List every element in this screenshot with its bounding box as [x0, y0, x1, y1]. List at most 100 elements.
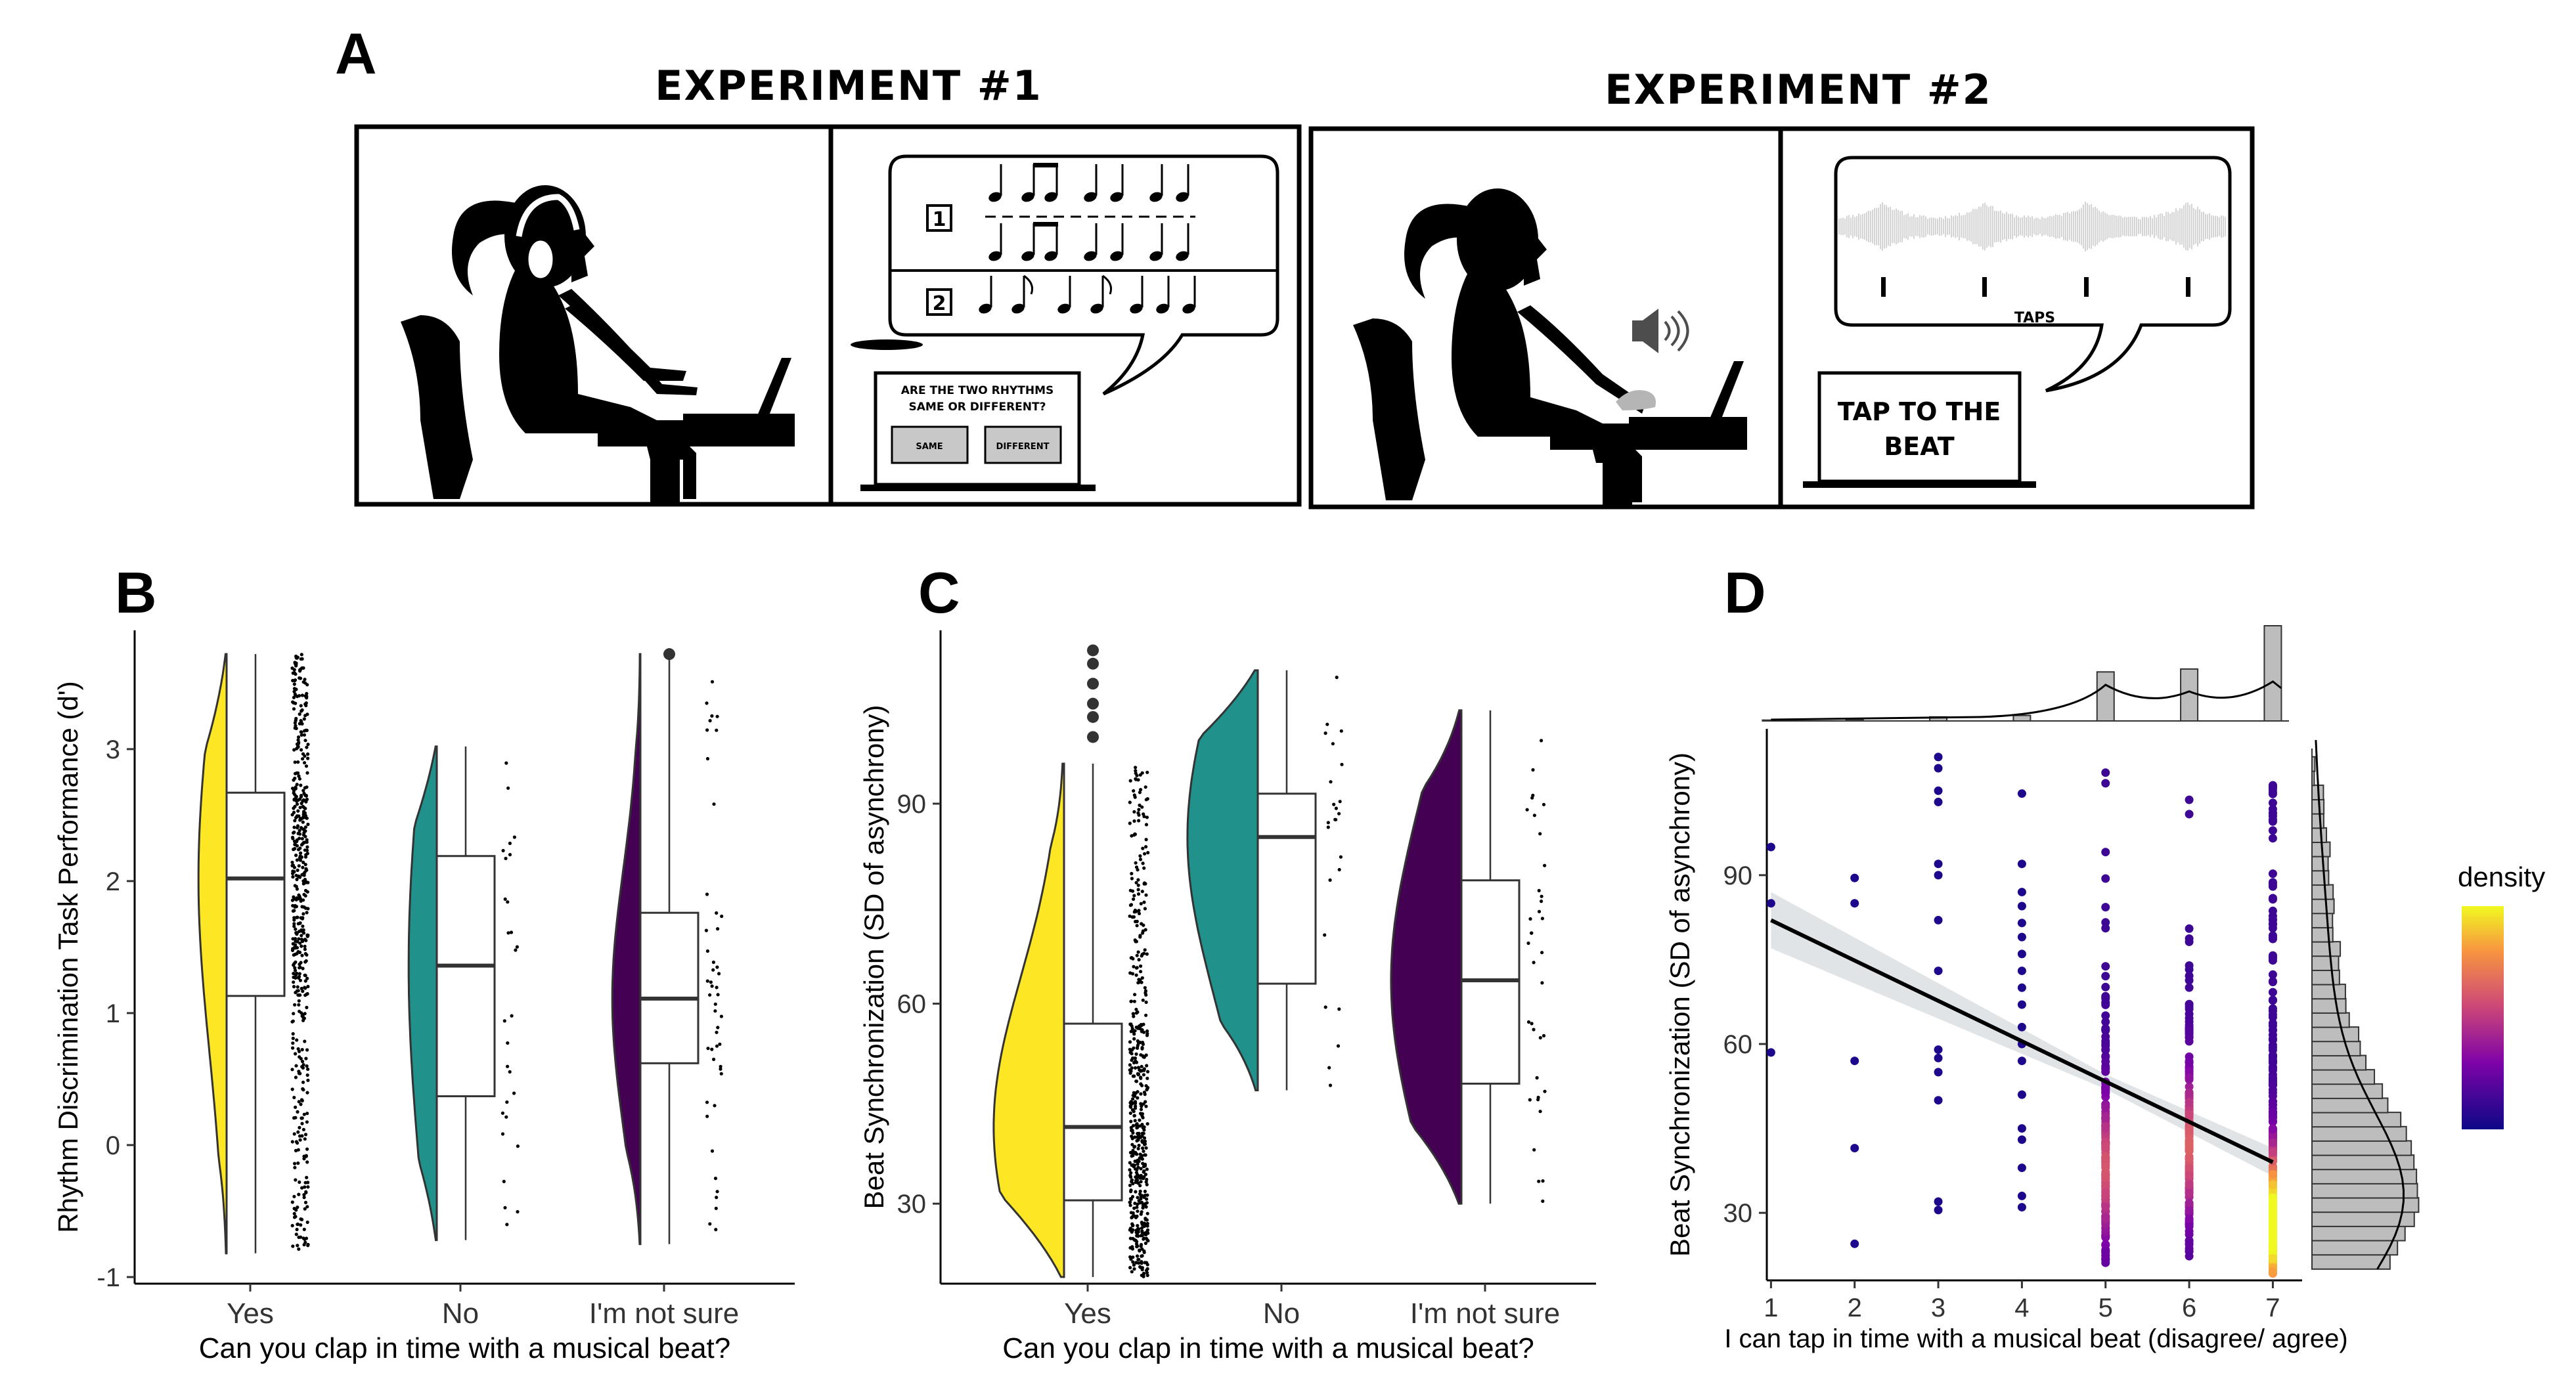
- right-histogram-bar: [2311, 856, 2329, 872]
- y-tick-label: 60: [897, 990, 927, 1019]
- y-axis-title: Rhythm Discrimination Task Performance (…: [53, 681, 83, 1233]
- right-histogram-bar: [2311, 1083, 2384, 1099]
- x-tick-label: No: [1263, 1297, 1300, 1330]
- right-histogram-bar: [2311, 898, 2335, 915]
- x-tick-label: 2: [1848, 1294, 1862, 1322]
- top-histogram-bar: [2180, 668, 2199, 722]
- x-tick-label: 6: [2182, 1294, 2196, 1322]
- violin-2: [611, 653, 642, 1246]
- x-tick-label: 1: [1764, 1294, 1778, 1322]
- outlier-point: [1087, 678, 1099, 690]
- top-histogram-bar: [2012, 714, 2032, 722]
- rhythm-one-label: 1: [933, 208, 946, 231]
- outlier-point: [1087, 697, 1099, 710]
- right-histogram-bar: [2311, 1012, 2350, 1028]
- right-histogram-bar: [2311, 941, 2342, 957]
- experiment-1-screen: ARE THE TWO RHYTHMS SAME OR DIFFERENT? S…: [860, 371, 1096, 491]
- y-tick-label: 2: [106, 867, 120, 896]
- x-tick-label: 7: [2265, 1294, 2280, 1322]
- panel-letter-c: C: [918, 560, 960, 625]
- right-histogram-bar: [2311, 1140, 2412, 1156]
- right-histogram-bar: [2311, 869, 2330, 886]
- right-histogram-bar: [2311, 1055, 2367, 1071]
- top-histogram-bar: [2263, 625, 2282, 722]
- violin-1: [1186, 669, 1259, 1092]
- right-histogram-bar: [2311, 1125, 2407, 1142]
- y-tick-label: 30: [1723, 1199, 1753, 1228]
- points-yes: [290, 653, 310, 1251]
- right-histogram-bar: [2311, 813, 2324, 829]
- speaker-icon: [1632, 309, 1689, 353]
- box-1: [435, 855, 496, 1098]
- y-tick-label: 30: [897, 1190, 927, 1219]
- right-histogram-bar: [2311, 969, 2340, 986]
- violin-2: [1390, 709, 1463, 1205]
- right-histogram-bar: [2311, 955, 2340, 971]
- right-histogram-bar: [2311, 1097, 2389, 1114]
- points-imnotsure: [1525, 739, 1547, 1203]
- right-histogram-bar: [2311, 827, 2328, 843]
- x-axis-title: Can you clap in time with a musical beat…: [1002, 1332, 1534, 1364]
- experiment-1-title: EXPERIMENT #1: [655, 62, 1042, 110]
- right-histogram-bar: [2311, 1040, 2361, 1056]
- right-histogram-bar: [2311, 1026, 2360, 1043]
- panel-letter-a: A: [335, 21, 377, 86]
- points-imnotsure: [704, 680, 724, 1232]
- violin-0: [992, 762, 1065, 1278]
- y-tick-label: 0: [106, 1131, 120, 1160]
- x-tick-label: 4: [2014, 1294, 2029, 1322]
- right-histogram-bar: [2311, 984, 2346, 1000]
- y-axis-title: Beat Synchronization (SD of asynchrony): [858, 705, 889, 1209]
- panel-letter-b: B: [115, 560, 157, 625]
- different-button[interactable]: [984, 425, 1062, 464]
- right-histogram-bar: [2311, 884, 2334, 900]
- violin-1: [407, 745, 438, 1242]
- x-tick-label: 5: [2099, 1294, 2113, 1322]
- right-histogram-bar: [2311, 798, 2325, 815]
- right-histogram-bar: [2311, 1240, 2399, 1256]
- points-no: [500, 761, 520, 1227]
- violin-0: [197, 653, 228, 1255]
- top-histogram-bar: [2096, 671, 2115, 722]
- music-notes-icon: [988, 222, 1189, 261]
- outlier-point: [1087, 657, 1099, 670]
- chart-d: 30 60 90 1 2 3 4 5 6 7 density I can tap in time wi…: [1664, 625, 2545, 1353]
- y-tick-label: 3: [106, 735, 120, 764]
- music-notes-icon: [979, 274, 1196, 314]
- y-tick-label: 1: [106, 999, 120, 1028]
- y-tick-label: -1: [97, 1263, 120, 1292]
- top-histogram-bar: [1845, 718, 1864, 722]
- tap-markers: [1881, 277, 2190, 297]
- tap-instruction-line-2: BEAT: [1884, 432, 1954, 461]
- panel-letter-d: D: [1724, 560, 1766, 625]
- right-histogram-bar: [2311, 1069, 2376, 1085]
- y-tick-label: 90: [897, 790, 927, 819]
- experiment-1-frame: [354, 124, 1302, 507]
- tapping-hand-icon: [1616, 390, 1656, 410]
- box-1: [1256, 793, 1317, 985]
- x-tick-label: I'm not sure: [589, 1297, 740, 1330]
- box-0: [225, 791, 286, 997]
- regression-line: [1770, 918, 2274, 1164]
- scatter-points: [1766, 752, 2277, 1278]
- points-no: [1323, 676, 1344, 1087]
- question-line-1: ARE THE TWO RHYTHMS: [901, 384, 1054, 397]
- top-histogram-bar: [1762, 719, 1781, 722]
- outlier-point: [663, 648, 675, 661]
- same-button[interactable]: [891, 425, 969, 464]
- headphones-icon: [516, 194, 580, 278]
- experiment-2-frame: [1308, 126, 2255, 510]
- experiment-2-screen: TAP TO THE BEAT: [1803, 371, 2036, 488]
- outlier-point: [1087, 644, 1099, 657]
- different-button-label: DIFFERENT: [996, 442, 1050, 452]
- right-histogram-bar: [2311, 1225, 2406, 1242]
- x-tick-label: 3: [1931, 1294, 1945, 1322]
- audio-waveform-icon: [1838, 202, 2226, 251]
- same-button-label: SAME: [916, 442, 943, 452]
- experiment-2-title: EXPERIMENT #2: [1605, 66, 1992, 114]
- right-histogram-bar: [2311, 912, 2334, 928]
- rhythm-speech-bubble: 1 2: [888, 154, 1279, 396]
- y-tick-label: 90: [1723, 861, 1753, 890]
